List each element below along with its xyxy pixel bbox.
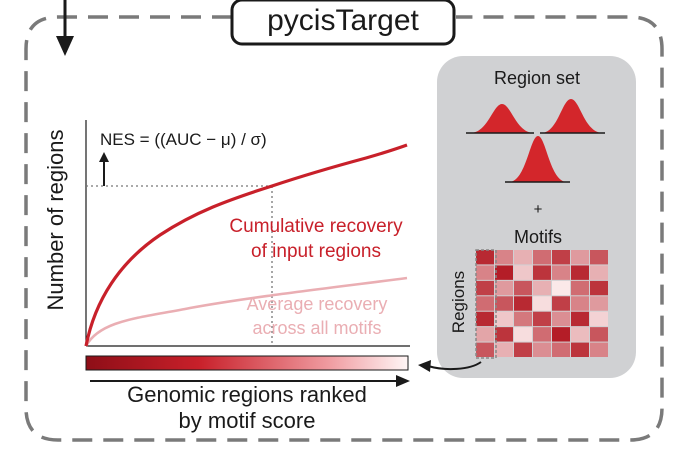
heatmap-highlight-column: [475, 249, 497, 359]
heatmap-cell: [495, 280, 513, 296]
return-arrow-icon: [418, 360, 482, 372]
heatmap-cell: [552, 280, 570, 296]
heatmap-cell: [571, 342, 589, 357]
heatmap-cell: [533, 265, 551, 280]
heatmap-cell: [533, 311, 551, 327]
heatmap-cell: [533, 342, 551, 357]
rank-direction-arrow-icon: [90, 375, 410, 387]
average-label-line1: Average recovery: [247, 294, 388, 314]
heatmap-cell: [514, 311, 532, 327]
heatmap-cell: [476, 311, 494, 327]
heatmap-cell: [514, 250, 532, 265]
heatmap-cell: [590, 280, 608, 296]
heatmap-cell: [552, 265, 570, 280]
cumulative-label-line1: Cumulative recovery: [229, 216, 403, 237]
nes-up-arrow-icon: [99, 152, 109, 186]
region-set-label: Region set: [494, 68, 580, 88]
motif-region-heatmap: [476, 250, 608, 357]
heatmap-cell: [590, 327, 608, 342]
cumulative-label-line2: of input regions: [251, 241, 381, 262]
regions-axis-label: Regions: [449, 271, 468, 333]
heatmap-cell: [571, 280, 589, 296]
heatmap-cell: [590, 296, 608, 311]
heatmap-cell: [514, 342, 532, 357]
rank-gradient-bar: [85, 355, 409, 371]
diagram-title: pycisTarget: [267, 4, 419, 37]
region-peak-1: [466, 104, 534, 134]
title-box: [230, 0, 456, 46]
heatmap-cell: [552, 342, 570, 357]
average-label-line2: across all motifs: [252, 318, 381, 338]
nes-formula: NES = ((AUC − μ) / σ): [100, 130, 267, 149]
plus-sign: +: [534, 201, 543, 218]
heatmap-cell: [571, 265, 589, 280]
heatmap-cell: [590, 342, 608, 357]
average-recovery-curve: [84, 276, 408, 347]
heatmap-cell: [533, 250, 551, 265]
heatmap-cell: [590, 265, 608, 280]
heatmap-cell: [514, 265, 532, 280]
heatmap-cell: [571, 296, 589, 311]
heatmap-cell: [590, 250, 608, 265]
motifs-label: Motifs: [514, 227, 562, 247]
heatmap-cell: [514, 280, 532, 296]
heatmap-cell: [495, 296, 513, 311]
heatmap-cell: [514, 327, 532, 342]
heatmap-cell: [476, 296, 494, 311]
heatmap-cell: [495, 342, 513, 357]
x-axis-label-line2: by motif score: [179, 408, 316, 433]
cumulative-recovery-curve: [84, 143, 408, 347]
heatmap-cell: [514, 296, 532, 311]
heatmap-cell: [533, 280, 551, 296]
heatmap-cell: [552, 311, 570, 327]
incoming-arrow-icon: [56, 0, 74, 56]
heatmap-cell: [476, 265, 494, 280]
heatmap-cell: [476, 250, 494, 265]
y-axis-label: Number of regions: [43, 130, 68, 311]
heatmap-cell: [476, 342, 494, 357]
heatmap-cell: [552, 250, 570, 265]
heatmap-cell: [533, 296, 551, 311]
heatmap-cell: [571, 311, 589, 327]
heatmap-cell: [495, 311, 513, 327]
heatmap-cell: [495, 265, 513, 280]
x-axis-label-line1: Genomic regions ranked: [127, 382, 367, 407]
heatmap-cell: [476, 280, 494, 296]
heatmap-cell: [495, 250, 513, 265]
heatmap-cell: [571, 327, 589, 342]
heatmap-cell: [552, 296, 570, 311]
heatmap-cell: [590, 311, 608, 327]
heatmap-cell: [552, 327, 570, 342]
heatmap-cell: [571, 250, 589, 265]
region-peak-2: [540, 99, 605, 134]
heatmap-cell: [476, 327, 494, 342]
heatmap-cell: [533, 327, 551, 342]
heatmap-cell: [495, 327, 513, 342]
region-peak-3: [505, 136, 570, 183]
